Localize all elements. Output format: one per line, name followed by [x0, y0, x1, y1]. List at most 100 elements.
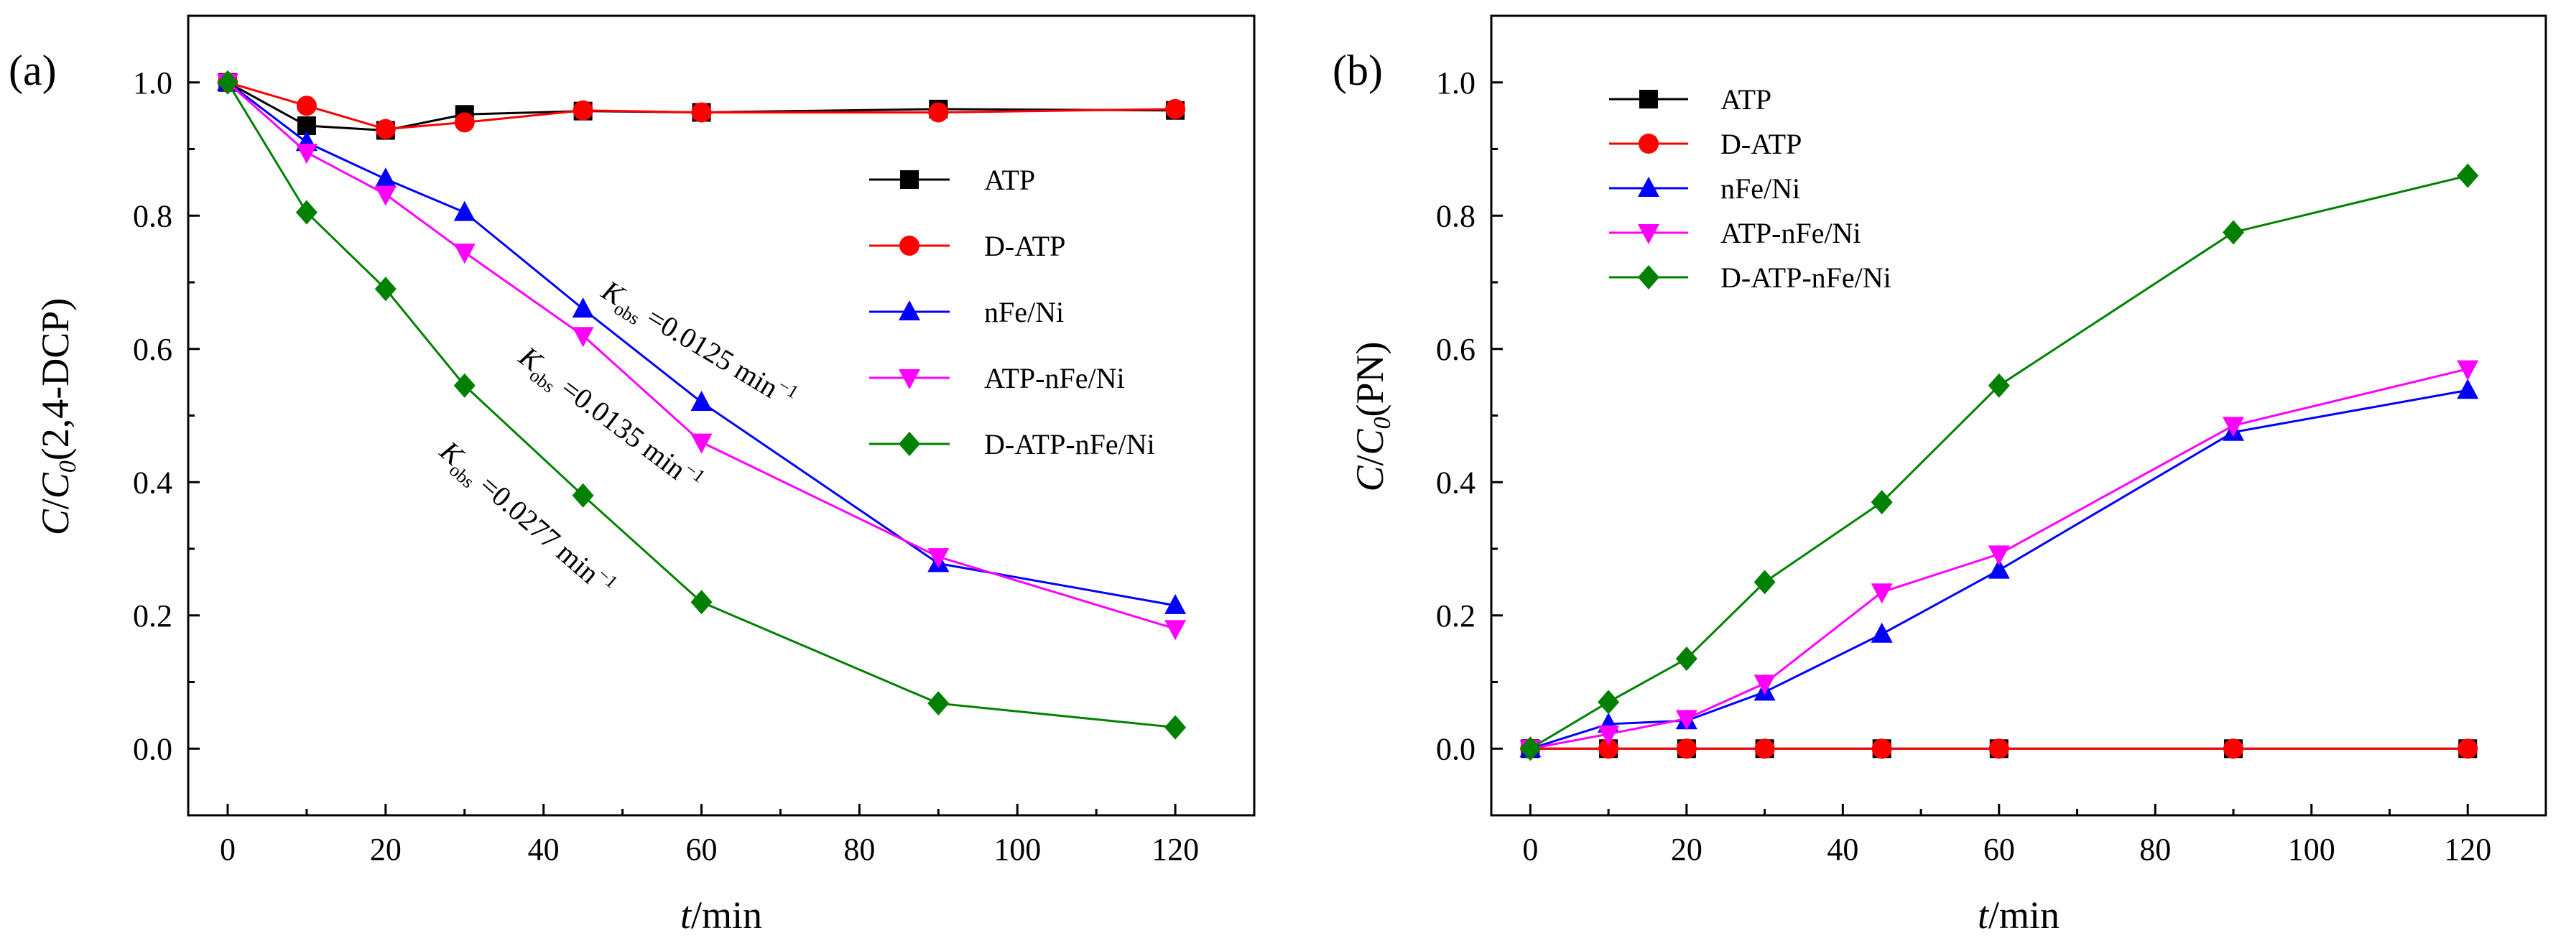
x-tick-label: 60: [686, 832, 718, 867]
legend-marker: [899, 300, 920, 320]
series-line: [1530, 368, 2468, 750]
data-point: [1753, 570, 1776, 595]
legend-label: nFe/Ni: [984, 296, 1064, 328]
data-point: [1988, 558, 2010, 579]
data-point: [1598, 738, 1619, 759]
y-tick-label: 0.2: [1436, 598, 1475, 634]
series-nfe-ni: [1519, 379, 2479, 758]
series-line: [1529, 175, 2468, 750]
legend-label: D-ATP: [1720, 128, 1802, 160]
x-tick-label: 20: [1671, 832, 1702, 867]
x-tick-label: 0: [220, 832, 236, 867]
legend-marker: [899, 236, 919, 256]
chart-panel-b: (b) 0 20 40 60 80 100 120 0.0 0.2 0.4 0.6 0.8 1.0 AT…: [1333, 14, 2547, 937]
data-point: [2457, 163, 2479, 188]
x-tick-label: 100: [993, 832, 1041, 867]
x-tick-label: 80: [2139, 832, 2171, 867]
data-point: [374, 277, 397, 302]
series-line: [226, 81, 1176, 729]
data-point: [216, 70, 238, 95]
series-line: [227, 81, 1176, 132]
data-point: [1519, 736, 1542, 761]
legend-entry: D-ATP: [1609, 128, 1802, 160]
data-point: [453, 200, 476, 221]
legend-entry: ATP: [1609, 83, 1771, 116]
panel-a-series: [216, 70, 1187, 740]
x-tick-label: 100: [2288, 832, 2335, 867]
data-point: [454, 112, 475, 133]
data-point: [572, 297, 594, 318]
rate-constant-annotation: Kobs =0.0135 min−1: [510, 338, 710, 501]
legend-entry: D-ATP: [869, 230, 1065, 262]
y-tick-label: 1.0: [133, 65, 172, 101]
legend-marker: [1638, 177, 1659, 197]
legend-marker: [1638, 265, 1659, 289]
data-point: [1164, 593, 1187, 614]
data-point: [1753, 675, 1776, 695]
panel-a-label: (a): [9, 47, 57, 94]
panel-a-x-axis-label: t/min: [680, 894, 762, 937]
panel-b-x-axis-label: t/min: [1978, 894, 2060, 937]
y-tick-label: 0.6: [133, 332, 172, 367]
legend-label: D-ATP-nFe/Ni: [1720, 261, 1891, 294]
data-point: [927, 691, 950, 716]
legend-label: ATP: [984, 164, 1035, 196]
data-point: [2457, 738, 2478, 759]
legend-marker: [1638, 224, 1659, 244]
data-point: [1871, 738, 1892, 759]
panel-a-y-axis-label: C/C0(2,4-DCP): [34, 298, 81, 536]
legend-label: ATP-nFe/Ni: [1720, 217, 1861, 249]
legend-entry: ATP: [869, 164, 1035, 196]
data-point: [2223, 220, 2245, 245]
rate-constant-annotation: Kobs =0.0125 min−1: [593, 272, 802, 419]
x-tick-label: 40: [528, 832, 560, 867]
panel-b-label: (b): [1333, 47, 1383, 94]
series-d-atp: [217, 72, 1186, 139]
data-point: [2457, 360, 2479, 381]
data-point: [1871, 622, 1893, 643]
rate-constant-annotation: Kobs =0.0277 min−1: [430, 432, 622, 606]
data-point: [928, 102, 949, 123]
data-point: [296, 96, 317, 116]
y-tick-label: 1.0: [1436, 65, 1475, 101]
data-point: [2223, 738, 2244, 759]
x-tick-label: 20: [370, 832, 402, 867]
series-atp-nfe-ni: [1519, 360, 2479, 761]
data-point: [573, 100, 593, 121]
series-line: [226, 81, 1176, 630]
data-point: [295, 144, 318, 164]
data-point: [1164, 620, 1187, 641]
data-point: [2223, 417, 2245, 437]
data-point: [1754, 738, 1775, 759]
data-point: [1988, 738, 2009, 759]
legend-label: ATP: [1720, 83, 1771, 116]
data-point: [374, 185, 397, 206]
x-tick-label: 60: [1983, 832, 2015, 867]
legend-entry: nFe/Ni: [869, 296, 1064, 328]
data-point: [572, 483, 594, 508]
data-point: [453, 373, 476, 398]
chart-panel-a: (a) 0 20 40 60 80 100 120 0.0 0.2 0.4 0.6 0.8 1.0 Ko…: [9, 14, 1256, 937]
data-point: [690, 590, 713, 615]
legend-marker: [900, 170, 919, 189]
legend-entry: nFe/Ni: [1609, 172, 1800, 205]
legend-marker: [899, 432, 920, 456]
x-tick-label: 80: [843, 832, 875, 867]
y-tick-label: 0.4: [1436, 465, 1475, 500]
y-tick-label: 0.2: [133, 598, 172, 634]
data-point: [374, 167, 397, 188]
data-point: [295, 200, 318, 225]
series-d-atp: [1520, 738, 2478, 759]
legend-entry: ATP-nFe/Ni: [1609, 217, 1861, 249]
y-tick-label: 0.4: [133, 465, 172, 500]
panel-b-y-axis-label: C/C0(PN): [1348, 341, 1396, 491]
data-point: [1676, 738, 1697, 759]
data-point: [1675, 710, 1697, 731]
panel-b-plot-frame: [1490, 14, 2547, 817]
data-point: [927, 548, 950, 569]
legend-entry: D-ATP-nFe/Ni: [869, 428, 1155, 460]
data-point: [1988, 545, 2010, 566]
panel-a-legend: ATP D-ATP nFe/Ni ATP-nFe/Ni D-ATP-nFe/Ni: [869, 164, 1155, 460]
